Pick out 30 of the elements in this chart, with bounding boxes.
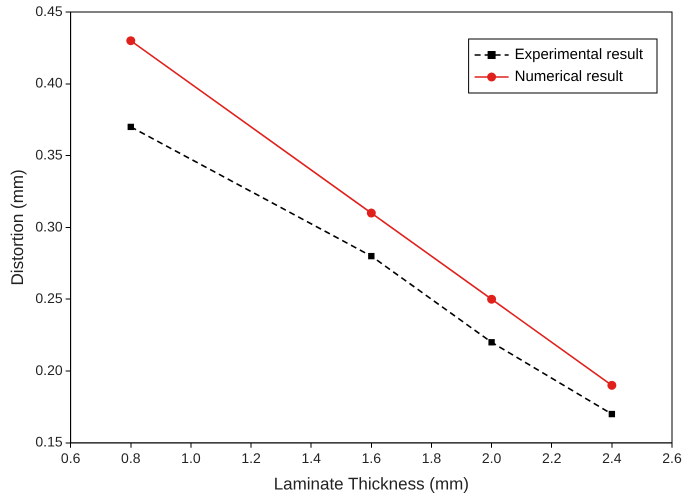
y-axis-title: Distortion (mm) (8, 169, 27, 286)
point (607, 380, 616, 390)
x-tick-label: 1.0 (181, 450, 201, 466)
y-tick-label: 0.30 (35, 218, 63, 234)
x-tick-label: 2.2 (542, 450, 562, 466)
x-tick-label: 1.4 (301, 450, 322, 466)
y-tick-label: 0.45 (35, 2, 63, 19)
legend-label: Numerical result (514, 68, 624, 86)
x-tick-label: 0.6 (60, 450, 81, 466)
y-tick-label: 0.15 (35, 434, 63, 450)
point (368, 252, 375, 260)
x-tick-label: 2.4 (602, 450, 622, 466)
y-tick-label: 0.25 (35, 290, 63, 306)
legend-label: Experimental result (514, 46, 644, 64)
point (488, 339, 495, 346)
point (608, 410, 616, 418)
point (487, 294, 496, 304)
x-tick-label: 1.6 (362, 450, 382, 466)
point (366, 208, 376, 218)
x-tick-label: 1.2 (241, 450, 261, 466)
x-tick-label: 2.0 (482, 450, 502, 466)
x-tick-label: 2.6 (662, 450, 682, 466)
x-axis-title: Laminate Thickness (mm) (274, 474, 469, 494)
x-tick-label: 0.8 (121, 450, 141, 466)
y-tick-label: 0.20 (35, 362, 63, 378)
y-tick-label: 0.40 (35, 74, 63, 91)
y-tick-label: 0.35 (35, 146, 63, 162)
x-tick-label: 1.8 (422, 450, 442, 466)
point (128, 124, 134, 130)
point (126, 36, 136, 46)
